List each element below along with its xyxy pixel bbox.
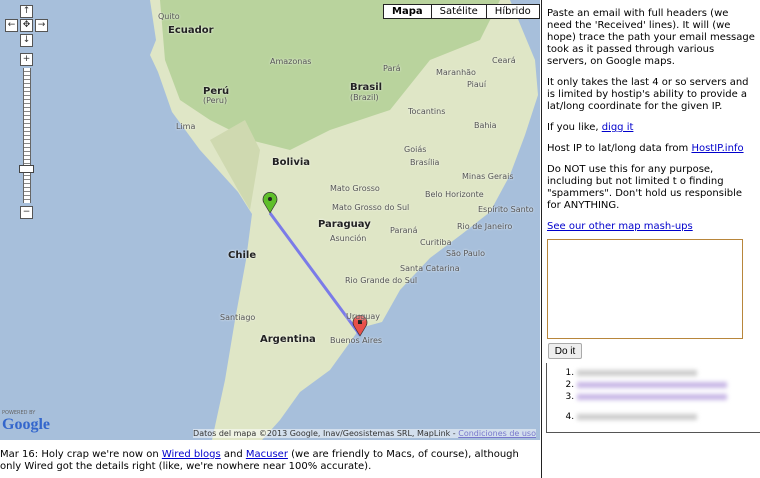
map-label: Minas Gerais xyxy=(462,172,514,181)
map-label: Rio Grande do Sul xyxy=(345,276,418,285)
amazon-forest xyxy=(160,0,500,150)
map-label: Rio de Janeiro xyxy=(457,222,513,231)
map-label: Amazonas xyxy=(270,57,312,66)
email-headers-input[interactable] xyxy=(547,239,743,339)
map-label: Lima xyxy=(176,122,196,131)
redacted-content xyxy=(577,393,727,400)
digg-line: If you like, digg it xyxy=(547,122,755,134)
footer-and: and xyxy=(220,449,246,460)
map-label: Paraná xyxy=(390,226,418,235)
redacted-content xyxy=(577,369,697,376)
zoom-slider-handle[interactable] xyxy=(19,165,34,174)
map-label: Argentina xyxy=(260,334,316,345)
redacted-content xyxy=(577,381,727,388)
zoom-slider[interactable] xyxy=(23,68,31,203)
redacted-content xyxy=(577,413,697,420)
google-logo[interactable]: POWERED BY Google xyxy=(2,410,50,434)
hostip-prefix: Host IP to lat/long data from xyxy=(547,143,692,154)
map-label: Chile xyxy=(228,250,257,261)
map-label: Uruguay xyxy=(346,312,380,321)
pan-down-button[interactable]: ↓ xyxy=(20,34,33,47)
pan-center-button[interactable]: ✥ xyxy=(20,19,33,32)
map-label: Espírito Santo xyxy=(478,205,534,214)
result-item xyxy=(577,391,760,411)
zoom-out-button[interactable]: − xyxy=(20,206,33,219)
start-marker-icon[interactable] xyxy=(262,192,278,214)
map-label: Santiago xyxy=(220,313,256,322)
pan-right-button[interactable]: → xyxy=(35,19,48,32)
map-label: Mato Grosso xyxy=(330,184,380,193)
map-label: Belo Horizonte xyxy=(425,190,484,199)
result-item xyxy=(577,411,760,423)
mashups-link[interactable]: See our other map mash-ups xyxy=(547,221,693,232)
map-land xyxy=(150,0,538,440)
map[interactable]: Quito Ecuador Perú (Peru) Lima Bolivia Brasil(… xyxy=(0,0,540,440)
digg-prefix: If you like, xyxy=(547,122,602,133)
map-label: Paraguay xyxy=(318,219,371,230)
macuser-link[interactable]: Macuser xyxy=(245,449,288,460)
terms-link[interactable]: Condiciones de uso xyxy=(458,429,536,438)
result-item xyxy=(577,379,760,391)
limits-text: It only takes the last 4 or so servers a… xyxy=(547,77,749,112)
map-label: (Peru) xyxy=(203,96,228,105)
map-label: Brasília xyxy=(410,158,440,167)
map-label: Asunción xyxy=(330,234,367,243)
map-label: Pará xyxy=(383,64,401,73)
footer-prefix: Mar 16: Holy crap we're now on xyxy=(0,449,162,460)
zoom-in-button[interactable]: + xyxy=(20,53,33,66)
map-type-satelite[interactable]: Satélite xyxy=(432,5,487,18)
map-label: Perú xyxy=(203,86,230,97)
map-attribution: Datos del mapa ©2013 Google, Inav/Geosis… xyxy=(193,429,536,438)
disclaimer-text: Do NOT use this for any purpose, includi… xyxy=(547,164,743,211)
intro-text: Paste an email with full headers (we nee… xyxy=(547,8,755,67)
news-footer: Mar 16: Holy crap we're now on Wired blo… xyxy=(0,449,540,473)
map-label: São Paulo xyxy=(446,249,485,258)
hostip-line: Host IP to lat/long data from HostIP.inf… xyxy=(547,143,755,155)
map-label: Quito xyxy=(158,12,180,21)
map-label: Buenos Aires xyxy=(330,336,383,345)
map-label: Bahia xyxy=(474,121,497,130)
map-label: Ceará xyxy=(492,56,516,65)
map-type-mapa[interactable]: Mapa xyxy=(384,5,432,18)
do-it-button[interactable]: Do it xyxy=(548,343,582,359)
map-type-hibrido[interactable]: Híbrido xyxy=(494,6,531,17)
sidebar: Paste an email with full headers (we nee… xyxy=(541,0,760,478)
pan-left-button[interactable]: ← xyxy=(5,19,18,32)
map-label: (Brazil) xyxy=(350,93,379,102)
map-label: Maranhão xyxy=(436,68,476,77)
route-line xyxy=(268,212,362,336)
wired-blogs-link[interactable]: Wired blogs xyxy=(161,449,221,460)
map-label: Brasil xyxy=(350,82,383,93)
map-label: Mato Grosso do Sul xyxy=(332,203,410,212)
results-list xyxy=(546,363,760,433)
digg-link[interactable]: digg it xyxy=(601,122,634,133)
map-label: Piauí xyxy=(467,80,487,89)
end-marker-icon[interactable] xyxy=(352,315,368,337)
andes xyxy=(210,120,260,210)
pan-up-button[interactable]: ↑ xyxy=(20,5,33,18)
footer-suffix: (we are friendly to Macs, of course), al… xyxy=(0,449,519,472)
powered-by-text: POWERED BY xyxy=(2,410,36,416)
map-label: Ecuador xyxy=(168,25,214,36)
hostip-link[interactable]: HostIP.info xyxy=(691,143,744,154)
map-label: Santa Catarina xyxy=(400,264,460,273)
attribution-text: Datos del mapa ©2013 Google, Inav/Geosis… xyxy=(193,429,459,438)
map-label: Curitiba xyxy=(420,238,452,247)
map-type-control: Mapa Satélite Híbrido xyxy=(383,4,540,19)
map-label: Bolivia xyxy=(272,157,311,168)
map-label: Tocantins xyxy=(408,107,446,116)
google-logo-text: Google xyxy=(2,416,50,433)
result-item xyxy=(577,367,760,379)
map-label: Goiás xyxy=(404,145,427,154)
